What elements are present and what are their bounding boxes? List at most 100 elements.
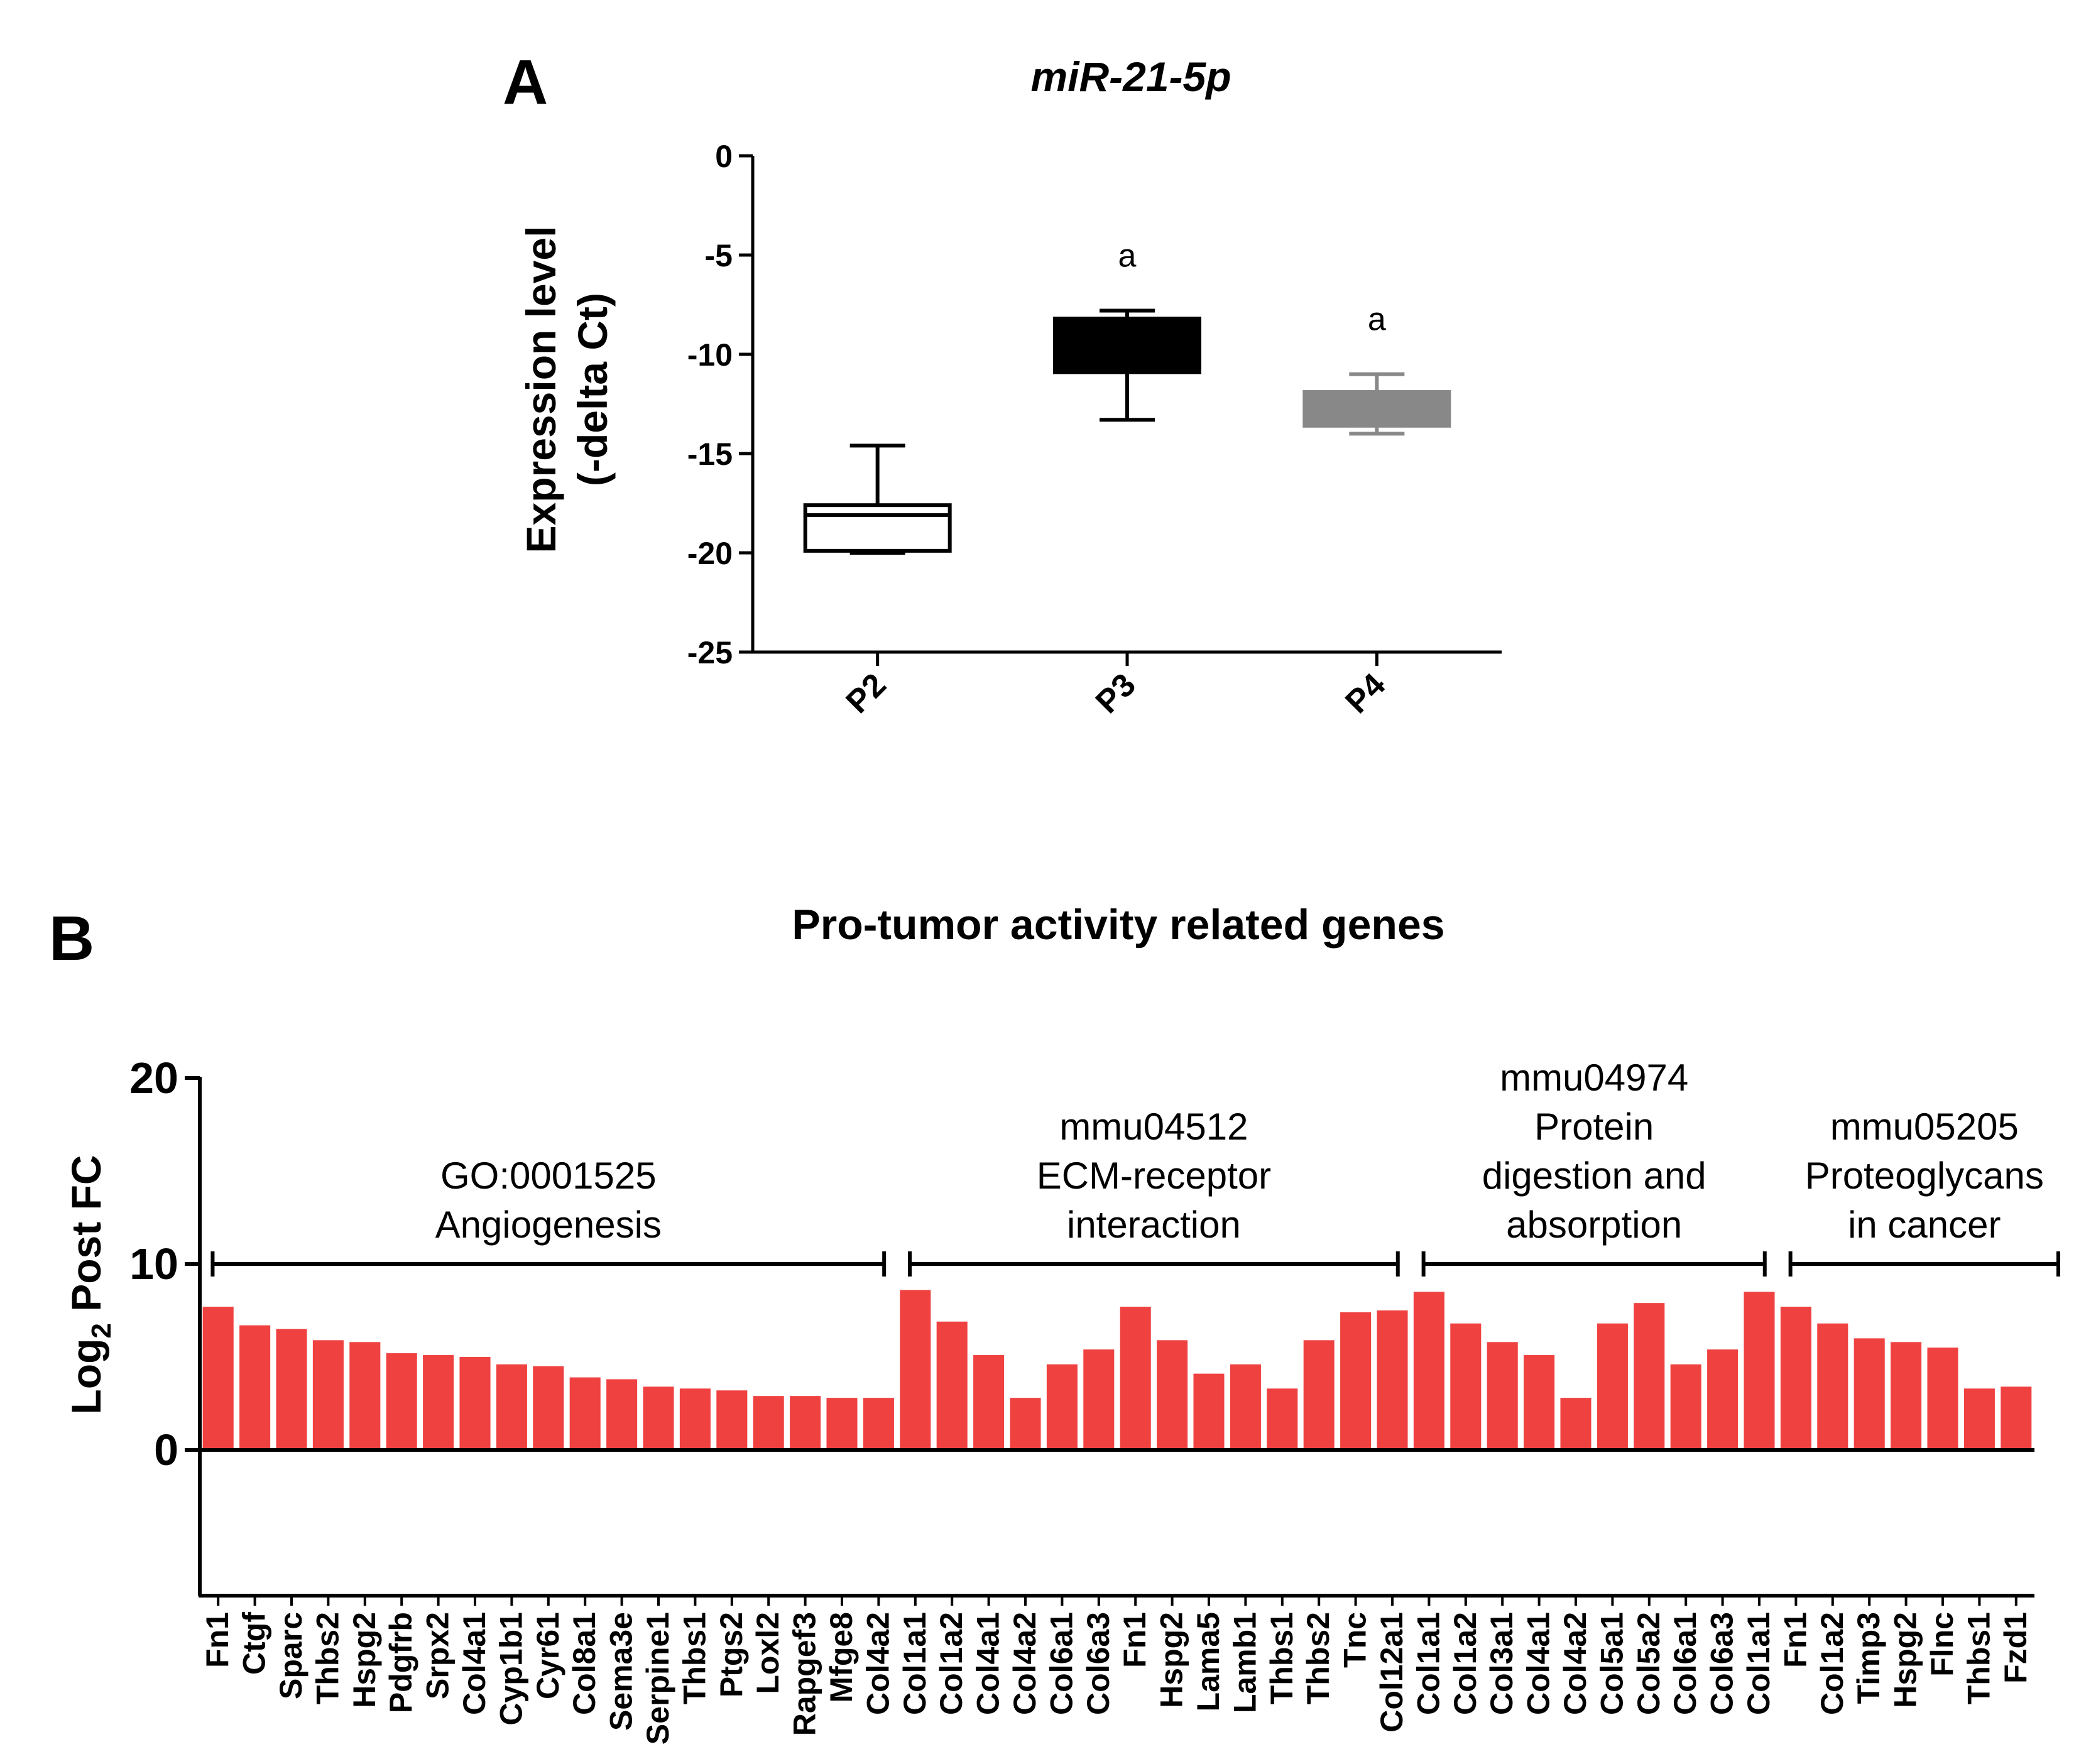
- panel-b-xtick-label: Lamb1: [1227, 1612, 1262, 1713]
- panel-b-xtick-label: Mfge8: [824, 1612, 859, 1702]
- panel-b-bar-19: [900, 1290, 931, 1450]
- panel-b-bar-24: [1083, 1349, 1115, 1450]
- panel-b-bar-38: [1597, 1323, 1628, 1450]
- panel-a-xtick-label: P2: [839, 667, 893, 721]
- panel-b-xtick-label: Col4a2: [1558, 1612, 1593, 1715]
- panel-b-xtick-label: Col1a2: [934, 1612, 969, 1715]
- panel-b-bar-23: [1046, 1364, 1078, 1450]
- panel-b-bar-33: [1413, 1292, 1444, 1450]
- panel-b-bar-12: [643, 1386, 674, 1450]
- panel-b-letter: B: [49, 903, 94, 974]
- panel-a-box-P2: [803, 503, 952, 553]
- panel-b-group-label: ECM-receptor: [1037, 1155, 1271, 1197]
- panel-b-ytick-label: 10: [129, 1239, 178, 1288]
- panel-b-bar-27: [1193, 1373, 1225, 1450]
- panel-b-xtick-label: Col1a1: [897, 1612, 932, 1715]
- panel-a-xtick-label: P4: [1338, 667, 1392, 721]
- panel-b-ylabel-main: Log: [63, 1339, 109, 1415]
- panel-b-xtick-label: Col4a1: [1521, 1612, 1556, 1715]
- panel-b-xtick-label: Col1a1: [1741, 1612, 1776, 1715]
- panel-b-xtick-label: Col12a1: [1374, 1612, 1409, 1733]
- panel-a-annotation-P4: a: [1368, 302, 1386, 338]
- panel-b-bar-42: [1744, 1292, 1775, 1450]
- panel-b-bar-25: [1120, 1307, 1151, 1450]
- panel-b-group-label: Protein: [1534, 1106, 1654, 1148]
- panel-b-xtick-label: Col6a3: [1081, 1612, 1116, 1715]
- panel-b-bar-7: [459, 1357, 491, 1450]
- panel-b-xtick-label: Ptgs2: [714, 1612, 749, 1697]
- panel-b-bar-39: [1634, 1303, 1665, 1450]
- panel-b-xtick-label: Thbs1: [677, 1612, 712, 1704]
- panel-b-bar-6: [423, 1355, 454, 1450]
- panel-b-xtick-label: Col4a2: [860, 1612, 895, 1715]
- panel-b-xtick-label: Col6a3: [1705, 1612, 1740, 1715]
- panel-a-ytick-label: -10: [687, 337, 733, 373]
- panel-b-bar-43: [1780, 1307, 1811, 1450]
- panel-b-bar-34: [1450, 1323, 1482, 1450]
- panel-b-xtick-label: Col1a2: [1448, 1612, 1483, 1715]
- panel-b-bar-45: [1854, 1338, 1885, 1450]
- panel-a-ytick-label: -20: [687, 536, 733, 571]
- panel-b-group-label: in cancer: [1848, 1204, 2001, 1246]
- panel-a-box-P3: [1053, 317, 1201, 374]
- panel-b-bar-13: [679, 1388, 711, 1450]
- panel-b-xtick-label: Thbs1: [1961, 1612, 1996, 1704]
- panel-b-ytick-label: 20: [129, 1054, 178, 1102]
- panel-b-bar-1: [239, 1325, 271, 1450]
- panel-b-bar-5: [386, 1353, 417, 1450]
- panel-b-bar-17: [826, 1398, 858, 1450]
- panel-b-bar-37: [1560, 1398, 1591, 1450]
- panel-b-xtick-label: Col1a1: [1411, 1612, 1446, 1715]
- panel-b-xtick-label: Timp3: [1851, 1612, 1886, 1704]
- panel-b-ylabel-rest: Post FC: [63, 1155, 109, 1323]
- panel-b-xtick-label: Col5a2: [1631, 1612, 1666, 1715]
- panel-b-bar-22: [1010, 1398, 1041, 1450]
- panel-b-bar-35: [1487, 1342, 1518, 1450]
- panel-b-bar-44: [1817, 1323, 1848, 1450]
- panel-b-title: Pro-tumor activity related genes: [792, 901, 1444, 949]
- panel-b-xtick-label: Fzd1: [1998, 1612, 2033, 1684]
- panel-b-xtick-label: Hspg2: [347, 1612, 382, 1708]
- panel-b-ylabel-sub: 2: [86, 1323, 117, 1338]
- panel-b-xtick-label: Thbs2: [1301, 1612, 1336, 1704]
- panel-b-bar-46: [1891, 1342, 1922, 1450]
- panel-b-bar-28: [1230, 1364, 1261, 1450]
- panel-b-bar-30: [1303, 1340, 1335, 1450]
- panel-b-xtick-label: Col4a2: [1007, 1612, 1042, 1715]
- panel-a-letter: A: [503, 47, 548, 117]
- panel-b-xtick-label: Tnc: [1338, 1612, 1373, 1668]
- panel-b-bar-0: [202, 1307, 234, 1450]
- panel-b-bar-15: [753, 1396, 784, 1450]
- panel-a-plot: 0 -5 -10 -15 -20 -25 P2 P3 a P4 a: [687, 139, 1502, 721]
- panel-b-ylabel: Log2 Post FC: [63, 1155, 117, 1414]
- panel-a-ylabel-line1: Expression level: [518, 226, 564, 553]
- panel-b-group-label: mmu05205: [1830, 1106, 2019, 1148]
- panel-b-bar-49: [2001, 1386, 2032, 1450]
- panel-a-ytick-label: -15: [687, 437, 733, 472]
- panel-b-xtick-label: Fn1: [1117, 1612, 1152, 1668]
- panel-b-xtick-label: Lama5: [1191, 1612, 1226, 1711]
- panel-b-xtick-label: Thbs1: [1264, 1612, 1299, 1704]
- panel-b-bar-16: [790, 1396, 821, 1450]
- panel-b-bar-48: [1963, 1388, 1995, 1450]
- panel-b-bar-21: [973, 1355, 1005, 1450]
- panel-b-xtick-label: Col3a1: [1484, 1612, 1519, 1715]
- panel-a-xtick-label: P3: [1089, 667, 1143, 721]
- panel-b-bar-8: [496, 1364, 527, 1450]
- panel-b-bar-3: [312, 1340, 344, 1450]
- panel-b-xtick-label: Loxl2: [750, 1612, 785, 1694]
- panel-b-xtick-label: Sema3e: [604, 1612, 639, 1731]
- panel-b-group-label: absorption: [1506, 1204, 1682, 1246]
- panel-b-bar-14: [716, 1390, 748, 1450]
- panel-b-xtick-label: Col6a1: [1668, 1612, 1703, 1715]
- panel-b-xtick-label: Cyr61: [530, 1612, 565, 1699]
- panel-b-xtick-label: Col8a1: [567, 1612, 602, 1715]
- panel-b-bar-9: [533, 1366, 564, 1450]
- panel-b-group-label: Angiogenesis: [435, 1204, 662, 1246]
- panel-a-title: miR-21-5p: [1030, 53, 1231, 100]
- panel-b-bar-26: [1157, 1340, 1188, 1450]
- panel-b-bar-31: [1340, 1312, 1372, 1450]
- panel-b-group-label: GO:0001525: [440, 1155, 657, 1197]
